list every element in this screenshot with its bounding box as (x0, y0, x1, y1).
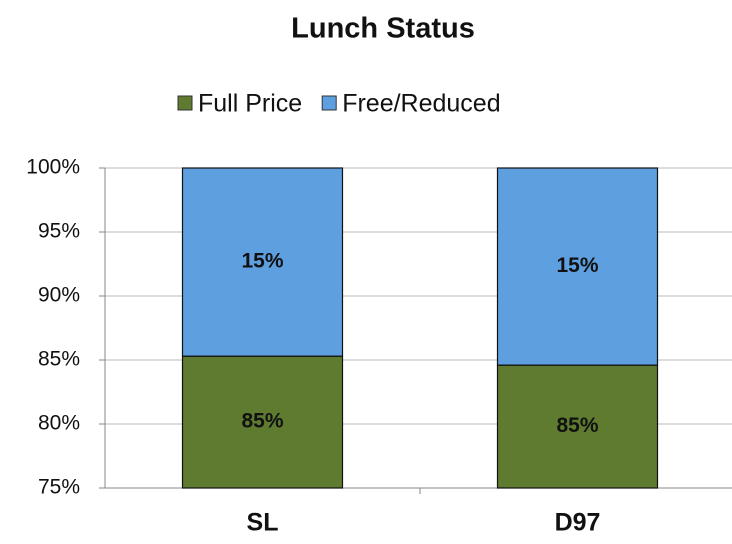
legend-swatch (177, 95, 193, 111)
legend-swatch (321, 95, 337, 111)
data-label: 15% (556, 254, 598, 277)
y-tick-label: 95% (38, 220, 80, 243)
y-tick-label: 75% (38, 476, 80, 499)
bar-segment (181, 167, 344, 357)
data-label: 85% (556, 414, 598, 437)
legend-label: Free/Reduced (342, 90, 500, 118)
y-tick-label: 80% (38, 412, 80, 435)
bar-segment (496, 167, 659, 366)
y-tick-label: 85% (38, 348, 80, 371)
bar-segment (181, 355, 344, 489)
data-label: 15% (241, 250, 283, 273)
x-tick-label: D97 (555, 509, 601, 537)
bar-segment (496, 364, 659, 489)
y-tick-label: 100% (26, 156, 80, 179)
data-label: 85% (241, 410, 283, 433)
chart-title: Lunch Status (291, 13, 475, 45)
legend-label: Full Price (198, 90, 302, 118)
x-tick-label: SL (247, 509, 279, 537)
y-tick-label: 90% (38, 284, 80, 307)
